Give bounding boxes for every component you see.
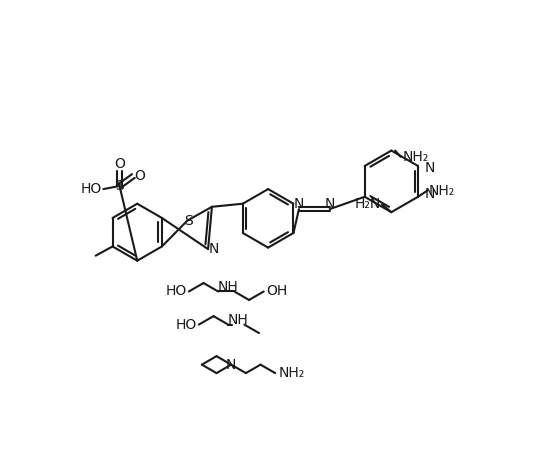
Text: HO: HO xyxy=(81,182,102,196)
Text: N: N xyxy=(325,197,335,211)
Text: N: N xyxy=(208,242,219,256)
Text: O: O xyxy=(114,157,125,171)
Text: HO: HO xyxy=(176,318,197,332)
Text: OH: OH xyxy=(266,285,287,298)
Text: S: S xyxy=(184,214,192,228)
Text: H₂N: H₂N xyxy=(354,197,380,211)
Text: NH: NH xyxy=(228,313,249,327)
Text: N: N xyxy=(425,161,435,175)
Text: NH: NH xyxy=(218,280,239,294)
Text: S: S xyxy=(115,179,124,193)
Text: NH₂: NH₂ xyxy=(429,184,455,198)
Text: NH₂: NH₂ xyxy=(402,150,428,164)
Text: N: N xyxy=(294,197,304,211)
Text: N: N xyxy=(425,187,435,202)
Text: O: O xyxy=(134,169,145,183)
Text: N: N xyxy=(226,358,237,371)
Text: HO: HO xyxy=(166,285,187,298)
Text: NH₂: NH₂ xyxy=(279,366,305,380)
